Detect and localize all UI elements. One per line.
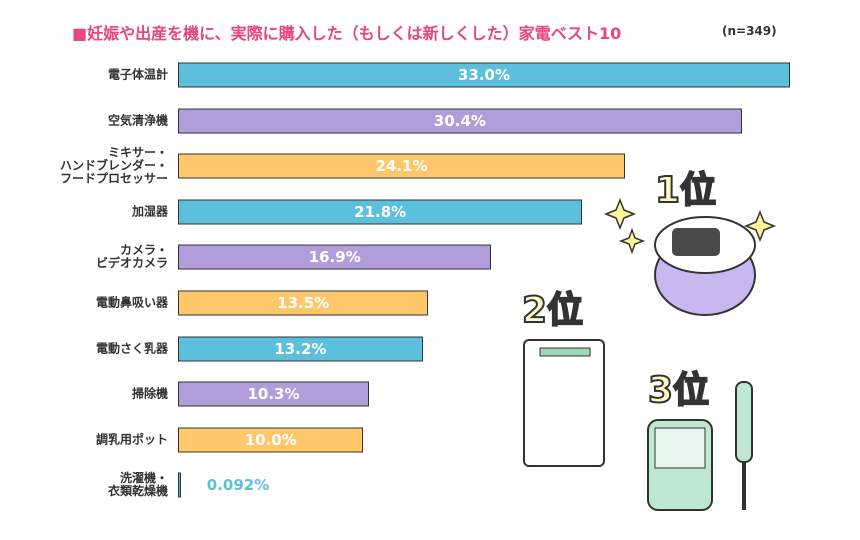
value-label: 16.9%: [308, 248, 361, 267]
category-label: カメラ・ ビデオカメラ: [95, 243, 168, 271]
category-label: ミキサー・ ハンドブレンダー・ フードプロセッサー: [59, 145, 168, 186]
bar: [178, 153, 625, 179]
category-label: 加湿器: [131, 204, 168, 219]
value-label: 13.5%: [277, 294, 330, 312]
bar: [178, 108, 742, 134]
bar: [178, 427, 364, 453]
chart-title: ■妊娠や出産を機に、実際に購入した（もしくは新しくした）家電ベスト10: [72, 24, 622, 43]
bar: [178, 62, 790, 88]
value-label: 13.2%: [274, 339, 327, 358]
value-label: 10.3%: [247, 385, 300, 404]
category-label: 電動さく乳器: [95, 341, 168, 356]
thermometer-illustration: [603, 197, 777, 316]
value-label: 0.092%: [206, 476, 270, 495]
rank-label: 2位: [522, 290, 583, 331]
bar: [178, 199, 583, 225]
value-label: 24.1%: [375, 157, 428, 176]
rank-label: 1位: [655, 170, 716, 211]
category-label: 空気清浄機: [107, 113, 168, 128]
value-label: 10.0%: [244, 430, 297, 449]
air-purifier-illustration: [523, 339, 605, 467]
value-label: 30.4%: [433, 111, 486, 130]
rank-label: 3位: [648, 370, 709, 411]
category-label: 調乳用ポット: [95, 432, 168, 447]
category-label: 洗濯機・ 衣類乾燥機: [107, 471, 168, 499]
value-label: 21.8%: [354, 202, 407, 221]
bar: [178, 290, 429, 316]
bar: [178, 472, 181, 498]
blender-illustration: [647, 381, 753, 511]
chart-subtitle: (n=349): [722, 24, 777, 38]
value-label: 33.0%: [457, 66, 511, 84]
category-label: 掃除機: [131, 386, 168, 401]
category-label: 電動鼻吸い器: [95, 295, 168, 310]
bar: [178, 336, 423, 362]
category-label: 電子体温計: [107, 67, 168, 82]
bar: [178, 244, 492, 270]
bar: [178, 381, 370, 407]
